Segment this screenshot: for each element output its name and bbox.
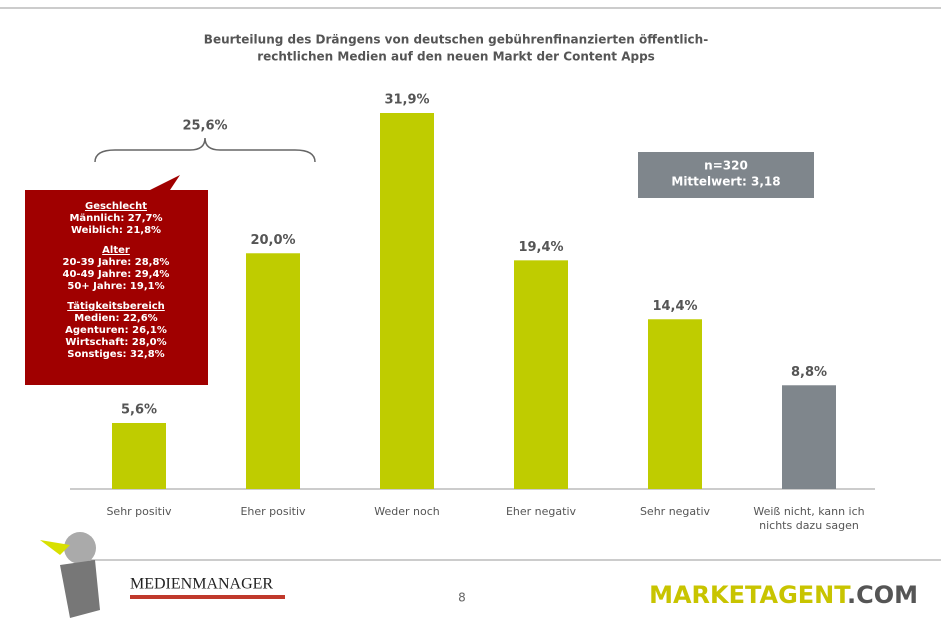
value-label: 8,8% <box>791 365 827 380</box>
left-logo-bar <box>130 595 285 599</box>
value-label: 19,4% <box>518 240 563 255</box>
x-tick-label: Weiß nicht, kann ich nichts dazu sagen <box>747 505 871 533</box>
brace-label: 25,6% <box>182 119 227 134</box>
callout-line: Wirtschaft: 28,0% <box>65 337 166 348</box>
brand-main: MARKETAGENT <box>649 581 851 609</box>
callout-line: Agenturen: 26,1% <box>65 325 167 336</box>
callout-line: 40-49 Jahre: 29,4% <box>63 269 170 280</box>
callout-heading: Tätigkeitsbereich <box>67 301 165 312</box>
bar <box>112 423 166 489</box>
bar <box>246 253 300 489</box>
x-tick-label: Sehr positiv <box>77 505 201 519</box>
callout-heading: Geschlecht <box>85 201 147 212</box>
x-tick-label: Eher negativ <box>479 505 603 519</box>
value-label: 5,6% <box>121 402 157 417</box>
x-tick-label: Sehr negativ <box>613 505 737 519</box>
bar <box>648 319 702 489</box>
callout-line: 50+ Jahre: 19,1% <box>67 281 164 292</box>
brand: MARKETAGENT.COM <box>649 581 918 609</box>
value-label: 31,9% <box>384 93 429 108</box>
mascot <box>40 532 100 618</box>
brand-suffix: .COM <box>847 581 918 609</box>
callout-line: 20-39 Jahre: 28,8% <box>63 257 170 268</box>
bar <box>380 113 434 489</box>
brace <box>95 138 315 162</box>
callout-line: Sonstiges: 32,8% <box>67 349 164 360</box>
chart-title: Beurteilung des Drängens von deutschen g… <box>204 33 708 47</box>
x-tick-label: Weder noch <box>345 505 469 519</box>
left-logo: MEDIENMANAGER <box>130 576 273 593</box>
info-text: n=320 <box>704 159 748 173</box>
callout-line: Männlich: 27,7% <box>69 213 162 224</box>
callout-heading: Alter <box>102 245 130 256</box>
callout-line: Medien: 22,6% <box>74 313 157 324</box>
bar <box>782 385 836 489</box>
value-label: 14,4% <box>652 299 697 314</box>
page-number: 8 <box>458 591 466 605</box>
page: Beurteilung des Drängens von deutschen g… <box>0 0 941 626</box>
x-tick-label: Eher positiv <box>211 505 335 519</box>
chart-title: rechtlichen Medien auf den neuen Markt d… <box>257 50 655 64</box>
info-text: Mittelwert: 3,18 <box>671 175 780 189</box>
bar <box>514 260 568 489</box>
value-label: 20,0% <box>250 233 295 248</box>
callout-line: Weiblich: 21,8% <box>71 225 161 236</box>
